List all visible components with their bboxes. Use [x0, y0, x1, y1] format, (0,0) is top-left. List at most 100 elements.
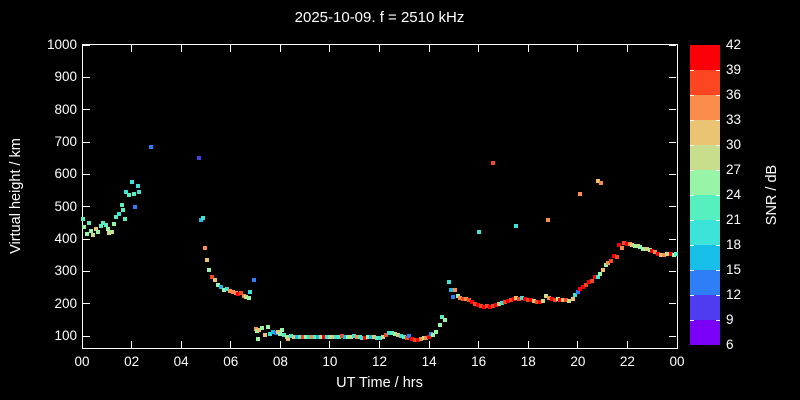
- data-point: [205, 257, 210, 262]
- data-point: [567, 298, 572, 303]
- data-point: [534, 299, 539, 304]
- colorbar-tick-mark: [716, 319, 720, 321]
- x-tick-mark: [180, 45, 182, 52]
- x-tick-mark: [131, 45, 133, 52]
- colorbar-segment: [690, 95, 720, 120]
- data-point: [433, 330, 438, 335]
- data-point: [614, 254, 619, 259]
- colorbar-tick-label: 9: [726, 312, 734, 327]
- data-point: [644, 247, 649, 252]
- data-point: [215, 283, 220, 288]
- x-tick-mark: [329, 45, 331, 52]
- data-point: [491, 161, 496, 166]
- data-point: [114, 215, 119, 219]
- data-point: [662, 253, 667, 258]
- data-point: [357, 335, 362, 340]
- data-point: [241, 294, 246, 299]
- x-axis-label: UT Time / hrs: [336, 375, 423, 391]
- data-point: [499, 301, 504, 306]
- colorbar-label: SNR / dB: [764, 164, 780, 226]
- data-point: [333, 334, 338, 339]
- data-point: [446, 279, 451, 284]
- data-point: [624, 241, 629, 246]
- data-point: [218, 285, 223, 290]
- colorbar-tick-label: 12: [726, 287, 742, 302]
- data-point: [635, 243, 640, 248]
- data-point: [369, 334, 374, 339]
- x-tick-mark: [279, 45, 281, 52]
- colorbar-tick-mark: [716, 69, 720, 71]
- data-point: [412, 337, 417, 342]
- data-point: [135, 183, 140, 188]
- data-point: [448, 287, 453, 292]
- data-point: [668, 251, 673, 256]
- data-point: [117, 211, 122, 216]
- y-tick-mark: [669, 141, 676, 143]
- data-point: [280, 327, 285, 332]
- data-point: [321, 335, 326, 340]
- data-point: [514, 296, 519, 301]
- data-point: [511, 297, 516, 302]
- data-point: [455, 293, 460, 298]
- data-point: [470, 300, 475, 305]
- x-tick-label: 06: [223, 354, 239, 369]
- data-point: [246, 296, 251, 301]
- data-point: [256, 327, 261, 332]
- data-point: [603, 263, 608, 268]
- data-point: [575, 290, 580, 295]
- data-point: [286, 336, 291, 341]
- data-point: [488, 304, 493, 309]
- data-point: [259, 325, 264, 330]
- colorbar-tick-label: 24: [726, 187, 742, 202]
- data-point: [87, 221, 92, 226]
- data-point: [564, 297, 569, 302]
- data-point: [107, 231, 112, 236]
- data-point: [596, 179, 601, 184]
- data-point: [129, 180, 134, 185]
- x-tick-mark: [478, 45, 480, 52]
- data-point: [225, 287, 230, 292]
- x-tick-mark: [131, 341, 133, 348]
- colorbar-tick-label: 18: [726, 237, 742, 252]
- data-point: [200, 215, 205, 220]
- y-tick-mark: [83, 141, 90, 143]
- data-point: [597, 271, 602, 276]
- data-point: [464, 297, 469, 302]
- data-point: [342, 334, 347, 339]
- y-tick-mark: [83, 44, 90, 46]
- x-tick-mark: [478, 341, 480, 348]
- data-point: [458, 295, 463, 300]
- data-point: [236, 291, 241, 296]
- data-point: [310, 335, 315, 340]
- data-point: [407, 334, 412, 338]
- colorbar-tick-mark: [690, 219, 694, 221]
- colorbar-tick-mark: [716, 244, 720, 246]
- colorbar-tick-mark: [716, 294, 720, 296]
- data-point: [212, 278, 217, 283]
- x-tick-label: 04: [173, 354, 189, 369]
- y-tick-label: 500: [54, 198, 77, 214]
- data-point: [595, 274, 600, 279]
- data-point: [106, 227, 111, 232]
- y-axis-label: Virtual height / km: [8, 138, 24, 254]
- data-point: [523, 296, 528, 301]
- colorbar-segment: [690, 245, 720, 270]
- data-point: [531, 298, 536, 303]
- x-tick-mark: [626, 45, 628, 52]
- colorbar-tick-mark: [690, 294, 694, 296]
- data-point: [89, 228, 94, 233]
- colorbar-tick-mark: [690, 94, 694, 96]
- data-point: [380, 334, 385, 339]
- data-point: [570, 297, 575, 302]
- data-point: [496, 301, 501, 306]
- x-tick-label: 18: [520, 354, 536, 369]
- y-tick-label: 400: [54, 231, 77, 246]
- data-point: [581, 284, 586, 289]
- data-point: [608, 259, 613, 264]
- y-tick-label: 600: [54, 166, 77, 182]
- data-point: [244, 295, 249, 300]
- data-point: [674, 252, 679, 257]
- data-point: [431, 333, 436, 338]
- data-point: [121, 207, 126, 212]
